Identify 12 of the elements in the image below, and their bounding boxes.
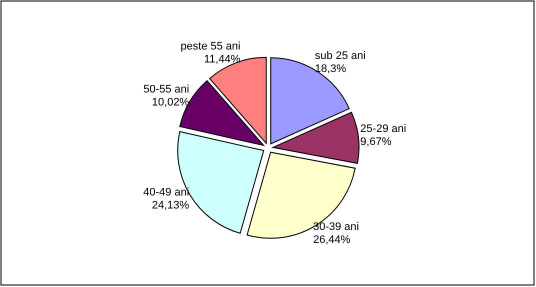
slice-label: sub 25 ani: [314, 50, 366, 62]
slice-label: peste 55 ani: [180, 40, 240, 52]
data-label: 10,02%: [152, 96, 190, 108]
data-label: 26,44%: [313, 234, 351, 246]
data-label: 18,3%: [314, 63, 346, 76]
slice-label: 25-29 ani: [360, 123, 406, 136]
data-label: 9,67%: [360, 136, 392, 148]
data-label: 24,13%: [152, 200, 190, 212]
slice-label: 30-39 ani: [313, 220, 359, 233]
data-label: 11,44%: [204, 53, 241, 66]
slice-label: 50-55 ani: [143, 83, 190, 96]
slice-label: 40-49 ani: [143, 186, 190, 199]
